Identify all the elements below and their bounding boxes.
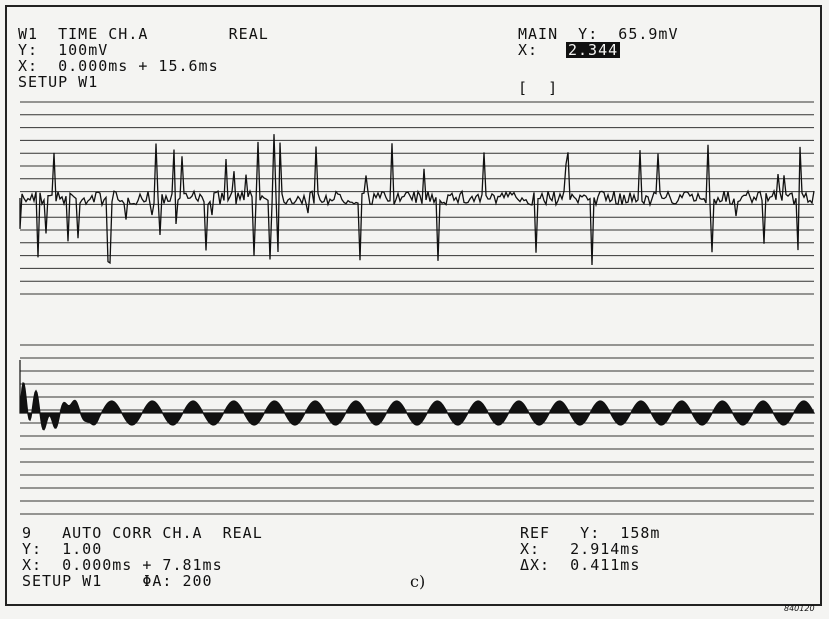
bottom-x-scale: X: 0.000ms + 7.81ms <box>22 556 223 574</box>
top-setup: SETUP W1 <box>18 73 99 91</box>
display-frame <box>5 5 822 606</box>
autocorrelation-trace <box>19 360 816 431</box>
bottom-y-scale: Y: 1.00 <box>22 540 103 558</box>
figure-caption: c) <box>410 572 426 591</box>
ref-delta-x: ΔX: 0.411ms <box>520 556 641 574</box>
main-cursor-x-value[interactable]: 2.344 <box>566 41 621 59</box>
time-signal-trace <box>19 134 815 266</box>
figure-number: 840120 <box>784 604 815 613</box>
top-y-scale: Y: 100mV <box>18 41 109 59</box>
top-grid <box>20 101 814 295</box>
ref-cursor-x: X: 2.914ms <box>520 540 641 558</box>
entry-bracket: [ ] <box>518 79 559 97</box>
main-cursor-y: MAIN Y: 65.9mV <box>518 25 679 43</box>
bottom-title: 9 AUTO CORR CH.A REAL <box>22 524 263 542</box>
ref-cursor-y: REF Y: 158m <box>520 524 661 542</box>
bottom-setup: SETUP W1 ΦA: 200 <box>22 572 213 590</box>
main-cursor-x-label: X: <box>518 41 539 59</box>
bottom-grid <box>20 344 814 515</box>
top-title: W1 TIME CH.A REAL <box>18 25 269 43</box>
top-x-scale: X: 0.000ms + 15.6ms <box>18 57 219 75</box>
